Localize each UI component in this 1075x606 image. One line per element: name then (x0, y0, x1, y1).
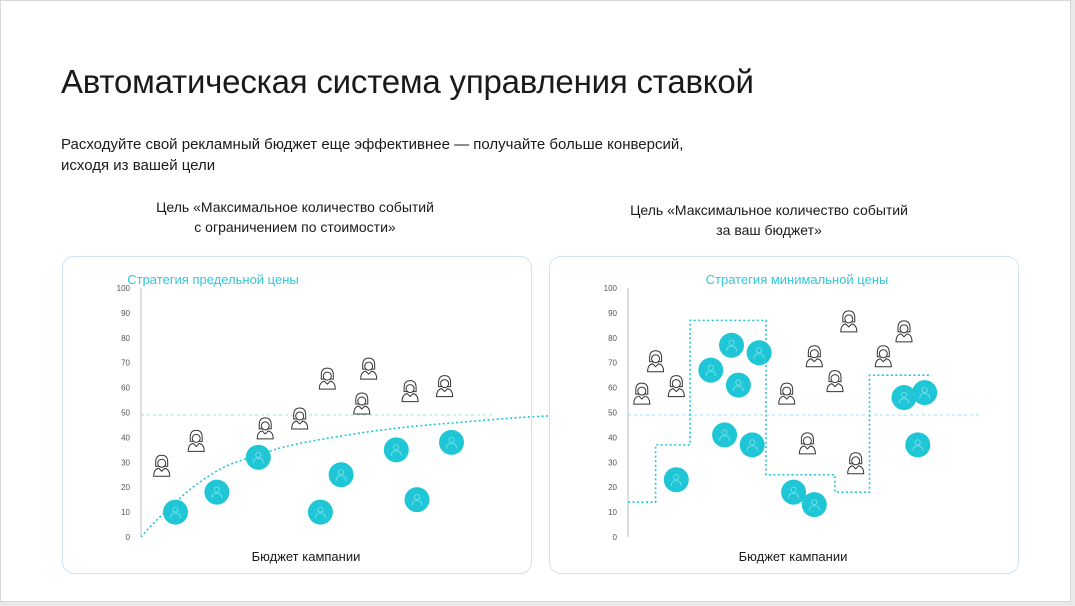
teal-circle-person-icon (801, 492, 827, 518)
person-outline-icon (353, 392, 371, 415)
person-outline-icon (153, 454, 171, 477)
person-outline-icon (840, 310, 858, 333)
teal-circle-person-icon (739, 432, 765, 458)
y-tick-label: 30 (121, 458, 130, 467)
subtitle-line: Расходуйте свой рекламный бюджет еще эфф… (61, 136, 684, 153)
chart-panel-right: Стратегия минимальной цены Бюджет кампан… (549, 256, 1019, 574)
x-axis-label: Бюджет кампании (252, 549, 361, 564)
person-outline-icon (256, 417, 274, 440)
person-outline-icon (318, 367, 336, 390)
y-tick-label: 100 (604, 284, 618, 293)
teal-circle-person-icon (698, 357, 724, 383)
goal-line: Цель «Максимальное количество событий (630, 202, 908, 218)
teal-circle-person-icon (719, 332, 744, 358)
y-tick-label: 90 (608, 309, 617, 318)
teal-circle-person-icon (383, 437, 409, 463)
person-outline-icon (647, 350, 665, 373)
y-tick-label: 80 (121, 334, 130, 343)
person-outline-icon (633, 382, 651, 405)
teal-circle-person-icon (245, 444, 271, 470)
y-tick-label: 100 (117, 284, 131, 293)
person-outline-icon (778, 382, 796, 405)
person-outline-icon (805, 345, 823, 368)
y-tick-label: 60 (121, 384, 130, 393)
teal-circle-person-icon (163, 499, 188, 525)
teal-circle-person-icon (891, 385, 917, 411)
person-outline-icon (436, 375, 454, 398)
subtitle-line: исходя из вашей цели (61, 157, 216, 174)
teal-circle-person-icon (404, 487, 430, 513)
y-tick-label: 20 (121, 483, 130, 492)
y-tick-label: 0 (126, 533, 131, 542)
y-tick-label: 50 (608, 409, 617, 418)
page-subtitle: Расходуйте свой рекламный бюджет еще эфф… (61, 134, 821, 176)
teal-circle-person-icon (781, 479, 807, 505)
y-tick-label: 70 (121, 359, 130, 368)
y-tick-label: 20 (608, 483, 617, 492)
person-outline-icon (291, 407, 309, 430)
y-tick-label: 0 (613, 533, 618, 542)
y-tick-label: 90 (121, 309, 130, 318)
strategy-title: Стратегия предельной цены (127, 272, 299, 287)
strategy-title: Стратегия минимальной цены (706, 272, 889, 287)
person-outline-icon (187, 429, 205, 452)
page-title: Автоматическая система управления ставко… (61, 63, 754, 100)
person-outline-icon (874, 345, 892, 368)
person-outline-icon (847, 452, 865, 475)
person-outline-icon (360, 357, 378, 380)
teal-circle-person-icon (663, 467, 689, 493)
goal-caption-left: Цель «Максимальное количество событий с … (85, 197, 505, 237)
teal-circle-person-icon (725, 372, 751, 398)
person-outline-icon (401, 380, 419, 403)
teal-circle-person-icon (439, 429, 464, 455)
goal-line: за ваш бюджет» (716, 222, 822, 238)
teal-circle-person-icon (905, 432, 931, 458)
person-outline-icon (798, 432, 816, 455)
chart-left: Стратегия предельной цены Бюджет кампани… (117, 272, 569, 564)
price-limit-curve (140, 414, 569, 538)
teal-circle-person-icon (746, 340, 772, 366)
goal-line: Цель «Максимальное количество событий (156, 199, 434, 215)
y-tick-label: 50 (121, 409, 130, 418)
y-tick-label: 30 (608, 458, 617, 467)
y-tick-label: 60 (608, 384, 617, 393)
person-outline-icon (895, 320, 913, 343)
teal-circle-person-icon (712, 422, 738, 448)
goal-line: с ограничением по стоимости» (194, 219, 396, 235)
chart-panel-left: Стратегия предельной цены Бюджет кампани… (62, 256, 569, 574)
teal-circle-person-icon (328, 462, 354, 488)
goal-caption-right: Цель «Максимальное количество событий за… (559, 200, 979, 240)
x-axis-label: Бюджет кампании (739, 549, 848, 564)
min-price-step-line (628, 319, 932, 503)
person-outline-icon (667, 375, 685, 398)
y-tick-label: 10 (121, 508, 130, 517)
person-outline-icon (826, 370, 844, 393)
teal-circle-person-icon (204, 479, 230, 505)
teal-circle-person-icon (307, 499, 333, 525)
y-tick-label: 40 (121, 433, 130, 442)
y-tick-label: 40 (608, 433, 617, 442)
chart-right: Стратегия минимальной цены Бюджет кампан… (604, 272, 981, 564)
y-tick-label: 70 (608, 359, 617, 368)
teal-circle-person-icon (912, 380, 938, 406)
y-tick-label: 80 (608, 334, 617, 343)
y-tick-label: 10 (608, 508, 617, 517)
